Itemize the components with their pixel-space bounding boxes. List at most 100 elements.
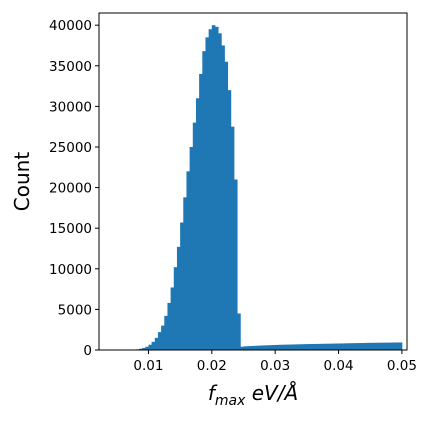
histogram-bar xyxy=(395,342,400,350)
histogram-bar xyxy=(253,345,257,350)
histogram-bar xyxy=(161,325,165,350)
histogram-bar xyxy=(246,346,251,350)
histogram-bar xyxy=(332,343,336,350)
y-tick-label: 15000 xyxy=(49,221,92,237)
x-tick-label: 0.05 xyxy=(387,358,417,374)
histogram-bar xyxy=(376,342,381,350)
histogram-bar xyxy=(230,126,235,351)
histogram-bar xyxy=(227,90,232,350)
histogram-bar xyxy=(363,342,368,350)
plot-frame xyxy=(98,12,408,351)
y-tick-label: 25000 xyxy=(49,140,92,156)
histogram-bar xyxy=(325,343,330,350)
histogram-bar xyxy=(291,344,295,350)
histogram-bar xyxy=(382,342,387,350)
histogram-bar xyxy=(300,344,305,350)
histogram-bar xyxy=(351,343,355,350)
histogram-bar xyxy=(272,345,276,350)
x-axis-label-subscript: max xyxy=(215,393,246,409)
histogram-bar xyxy=(214,26,219,351)
histogram-bar xyxy=(278,344,282,350)
histogram-bar xyxy=(192,122,197,351)
histogram-bar xyxy=(186,171,191,350)
x-tick-label: 0.01 xyxy=(133,358,163,374)
histogram-bar xyxy=(348,343,352,350)
histogram-bar xyxy=(322,343,327,350)
histogram-bar xyxy=(199,73,203,350)
histogram-bar xyxy=(221,45,225,350)
histogram-bar xyxy=(392,342,396,350)
histogram-bar xyxy=(224,61,229,350)
y-tick-label: 35000 xyxy=(49,59,92,75)
x-axis-label: fmax eV/Å xyxy=(208,381,298,409)
histogram-bar xyxy=(389,342,393,350)
histogram-bar xyxy=(249,346,254,350)
histogram-bar xyxy=(142,347,146,350)
histogram-bar xyxy=(167,302,172,350)
histogram-bar xyxy=(357,343,362,350)
x-tick-label: 0.03 xyxy=(260,358,290,374)
histogram-bar xyxy=(354,343,358,350)
histogram-bar xyxy=(173,267,178,350)
histogram-bar xyxy=(211,25,216,350)
histogram-bar xyxy=(180,222,184,350)
histogram-bar xyxy=(237,313,241,350)
histogram-bar xyxy=(386,342,390,350)
histogram-bar xyxy=(373,342,377,350)
histogram-bar xyxy=(398,342,403,350)
histogram-bar xyxy=(344,343,349,350)
histogram-bar xyxy=(367,342,371,350)
histogram-bar xyxy=(319,343,324,350)
histogram-bar xyxy=(275,344,279,350)
histogram-bar xyxy=(265,345,270,350)
histogram-bar xyxy=(310,343,314,350)
histogram-bar xyxy=(208,29,213,350)
histogram-bar xyxy=(218,33,222,350)
y-tick-label: 40000 xyxy=(49,18,92,34)
histogram-bar xyxy=(205,37,210,350)
y-tick-label: 0 xyxy=(83,343,92,359)
histogram-bar xyxy=(316,343,320,350)
histogram-bar xyxy=(240,346,244,350)
histogram-bar xyxy=(145,346,149,350)
histogram-bar xyxy=(164,315,168,350)
histogram-bar xyxy=(360,343,365,350)
histogram-bar xyxy=(329,343,333,350)
histogram-bar xyxy=(202,51,206,351)
x-tick-label: 0.02 xyxy=(197,358,227,374)
histogram-bar xyxy=(303,344,308,350)
histogram-bar xyxy=(262,345,267,350)
histogram-bar xyxy=(148,344,153,350)
histogram-bar xyxy=(195,98,200,350)
histogram-bar xyxy=(256,345,260,350)
histogram-bar xyxy=(183,197,187,350)
histogram-bar xyxy=(313,343,317,350)
histogram-bar xyxy=(297,344,301,350)
histogram-bar xyxy=(281,344,286,350)
histogram-bar xyxy=(233,179,238,350)
x-axis-label-units: eV/Å xyxy=(245,381,298,405)
histogram-bar xyxy=(379,342,384,350)
histogram-bar xyxy=(294,344,298,350)
histogram-bar xyxy=(176,246,181,350)
histogram-bar xyxy=(259,345,263,350)
histogram-bars xyxy=(129,25,403,351)
y-tick-label: 30000 xyxy=(49,99,92,115)
histogram-bar xyxy=(341,343,346,350)
histogram-bar xyxy=(189,146,194,350)
y-tick-label: 5000 xyxy=(58,302,92,318)
histogram-bar xyxy=(138,348,143,350)
histogram-bar xyxy=(370,342,374,350)
y-axis-label: Count xyxy=(10,152,34,212)
y-tick-label: 10000 xyxy=(49,262,92,278)
histogram-bar xyxy=(151,341,156,350)
histogram-bar xyxy=(154,337,159,350)
histogram-bar xyxy=(335,343,339,350)
histogram-bar xyxy=(306,344,311,350)
histogram-bar xyxy=(268,345,273,350)
x-axis-label-main: f xyxy=(208,381,218,405)
y-tick-label: 20000 xyxy=(49,181,92,197)
histogram-bar xyxy=(243,346,248,350)
histogram-bar xyxy=(284,344,289,350)
